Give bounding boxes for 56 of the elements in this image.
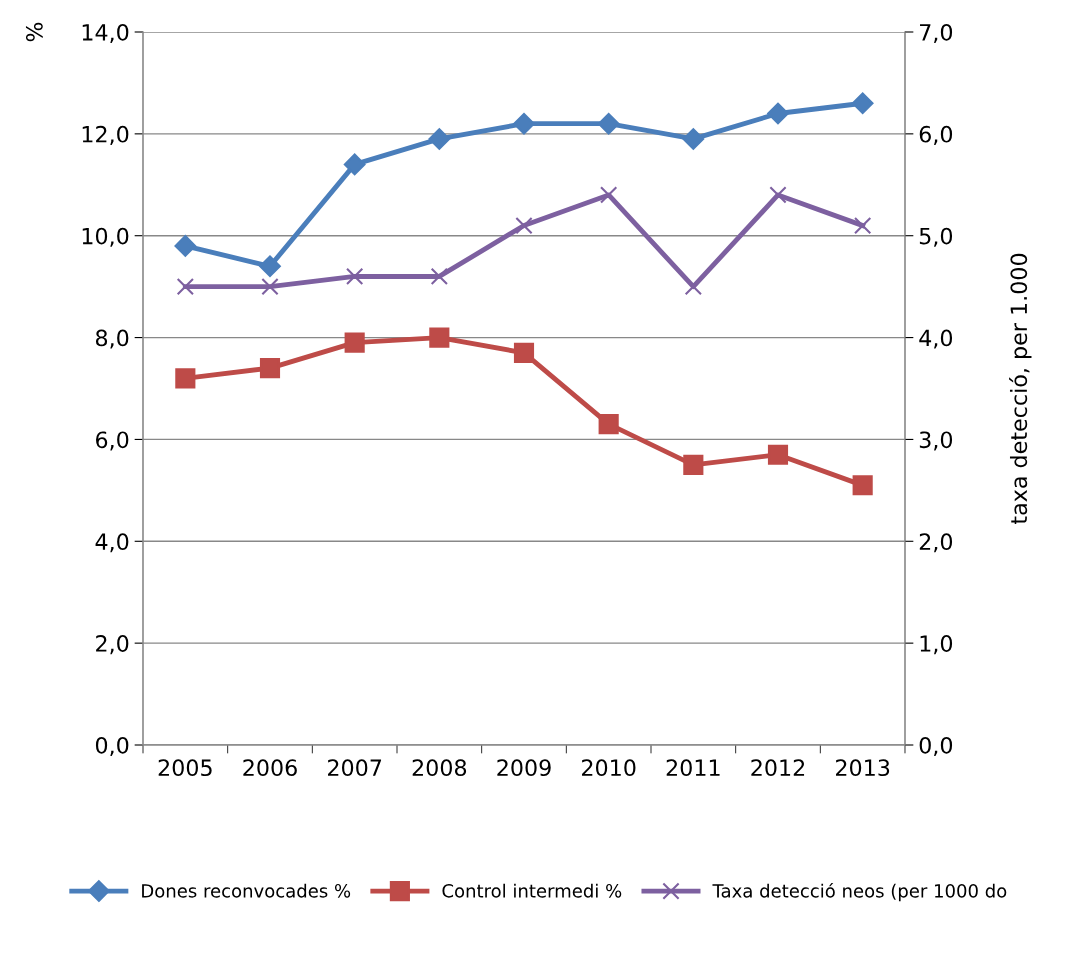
point (176, 277, 195, 296)
y-axis-title: % (25, 22, 43, 42)
x-tick-label: 2013 (836, 759, 890, 777)
y-tick-label: 12,0 (82, 125, 129, 145)
y-tick-label: 4,0 (95, 533, 129, 553)
point (259, 255, 281, 278)
point (428, 128, 451, 150)
x-tick-label: 2011 (666, 759, 720, 777)
legend-label: Control intermedi % (442, 883, 622, 898)
point (598, 414, 619, 435)
point (175, 368, 196, 389)
point (513, 342, 535, 363)
y-tick-label: 2,0 (96, 635, 129, 655)
point (429, 327, 450, 348)
point (682, 128, 705, 150)
x-tick-label: 2009 (497, 759, 551, 777)
y-tick-label: 6,0 (96, 431, 129, 451)
point (174, 235, 197, 257)
point (345, 267, 364, 286)
point (259, 358, 281, 379)
point (767, 102, 789, 125)
y2-tick-label: 2,0 (919, 533, 953, 553)
y2-axis-title: taxa detecció, per 1.000 (1009, 253, 1032, 525)
y2-tick-label: 0,0 (919, 736, 953, 757)
point (343, 153, 366, 176)
point (513, 112, 535, 135)
y2-tick-label: 5,0 (919, 227, 953, 247)
y2-tick-label: 6,0 (919, 125, 953, 145)
x-tick-label: 2010 (582, 759, 636, 777)
x-tick-label: 2008 (412, 759, 467, 777)
point (515, 216, 533, 235)
y2-tick-label: 1,0 (920, 635, 953, 655)
y-tick-label: 10,0 (82, 227, 129, 247)
y2-tick-label: 7,0 (920, 23, 953, 44)
x-tick-label: 2005 (158, 759, 212, 777)
point (261, 277, 279, 296)
point (853, 216, 872, 235)
point (597, 112, 620, 135)
point (430, 267, 449, 286)
y-tick-label: 14,0 (82, 23, 129, 44)
point (851, 92, 874, 115)
legend-label: Dones reconvocades % (142, 883, 351, 898)
point (683, 454, 704, 475)
point (344, 332, 365, 353)
y2-tick-label: 3,0 (919, 431, 953, 451)
point (769, 186, 787, 204)
point (852, 475, 873, 496)
x-tick-label: 2012 (751, 759, 805, 777)
point (767, 444, 789, 465)
y-tick-label: 8,0 (95, 329, 129, 349)
x-tick-label: 2006 (243, 759, 297, 777)
y2-tick-label: 4,0 (919, 329, 953, 349)
legend-label: Taxa detecció neos (per 1000 do (712, 882, 1007, 902)
point (599, 186, 618, 204)
x-tick-label: 2007 (328, 759, 382, 777)
y-tick-label: 0,0 (95, 736, 129, 757)
